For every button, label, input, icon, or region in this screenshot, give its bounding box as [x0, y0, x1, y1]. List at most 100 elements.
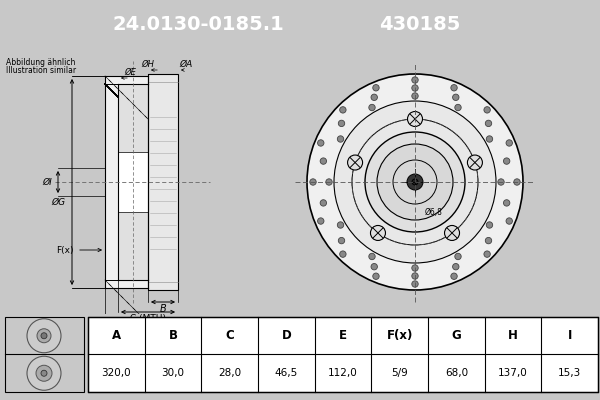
Text: 46,5: 46,5	[275, 368, 298, 378]
Circle shape	[338, 238, 345, 244]
Circle shape	[340, 251, 346, 257]
Circle shape	[412, 93, 418, 99]
Bar	[118, 84, 148, 280]
Circle shape	[484, 107, 490, 113]
Circle shape	[340, 107, 346, 113]
Circle shape	[307, 74, 523, 290]
Circle shape	[326, 179, 332, 185]
Text: F(x): F(x)	[386, 329, 413, 342]
Circle shape	[320, 200, 326, 206]
Circle shape	[484, 251, 490, 257]
Circle shape	[506, 140, 512, 146]
Text: ØH: ØH	[142, 60, 154, 68]
Circle shape	[498, 179, 504, 185]
Circle shape	[369, 104, 375, 111]
Circle shape	[371, 264, 377, 270]
Circle shape	[506, 218, 512, 224]
Text: 68,0: 68,0	[445, 368, 468, 378]
Circle shape	[320, 158, 326, 164]
Circle shape	[412, 273, 418, 279]
Circle shape	[407, 112, 422, 126]
Text: C: C	[225, 329, 234, 342]
Circle shape	[412, 281, 418, 287]
Text: A: A	[112, 329, 121, 342]
Circle shape	[485, 120, 491, 126]
Circle shape	[317, 140, 324, 146]
Text: 137,0: 137,0	[498, 368, 528, 378]
Text: ØG: ØG	[51, 198, 65, 206]
Circle shape	[27, 356, 61, 390]
Circle shape	[41, 333, 47, 339]
Circle shape	[412, 77, 418, 83]
Circle shape	[36, 365, 52, 381]
Circle shape	[41, 370, 47, 376]
Circle shape	[369, 253, 375, 260]
Circle shape	[377, 144, 453, 220]
Circle shape	[373, 273, 379, 280]
Bar	[105, 84, 118, 280]
Bar	[118, 152, 148, 212]
Circle shape	[514, 179, 520, 185]
Text: 5/9: 5/9	[391, 368, 408, 378]
Bar	[5, 317, 84, 392]
Circle shape	[467, 155, 482, 170]
Circle shape	[452, 94, 459, 100]
Circle shape	[27, 319, 61, 353]
Text: ØI: ØI	[42, 178, 52, 186]
Circle shape	[334, 101, 496, 263]
Text: B: B	[160, 304, 166, 314]
Circle shape	[412, 85, 418, 91]
Circle shape	[455, 253, 461, 260]
Text: 15,3: 15,3	[558, 368, 581, 378]
Circle shape	[486, 222, 493, 228]
Text: ATE: ATE	[331, 186, 439, 238]
Text: Ø6,8: Ø6,8	[425, 208, 443, 216]
Text: ØA: ØA	[179, 60, 193, 68]
Text: ØE: ØE	[124, 68, 136, 76]
Text: D: D	[281, 329, 291, 342]
Text: G: G	[451, 329, 461, 342]
Circle shape	[451, 273, 457, 280]
Text: C (MTH): C (MTH)	[130, 314, 166, 324]
Circle shape	[337, 136, 344, 142]
Circle shape	[445, 226, 460, 240]
Text: D: D	[108, 324, 115, 334]
Bar	[105, 76, 148, 84]
Circle shape	[317, 218, 324, 224]
Circle shape	[451, 84, 457, 91]
Circle shape	[412, 179, 418, 185]
Circle shape	[337, 222, 344, 228]
Text: Illustration similar: Illustration similar	[6, 66, 76, 75]
Text: 430185: 430185	[379, 16, 461, 34]
Circle shape	[37, 329, 51, 343]
Circle shape	[347, 155, 362, 170]
Circle shape	[407, 174, 423, 190]
Circle shape	[338, 120, 345, 126]
Circle shape	[370, 226, 385, 240]
Bar	[105, 280, 148, 288]
Text: F(x): F(x)	[56, 246, 74, 254]
Text: B: B	[169, 329, 178, 342]
Text: 320,0: 320,0	[101, 368, 131, 378]
Text: 30,0: 30,0	[161, 368, 185, 378]
Circle shape	[412, 265, 418, 271]
Text: 24.0130-0185.1: 24.0130-0185.1	[112, 16, 284, 34]
Circle shape	[452, 264, 459, 270]
Text: I: I	[568, 329, 572, 342]
Circle shape	[485, 238, 491, 244]
Circle shape	[310, 179, 316, 185]
Circle shape	[503, 158, 510, 164]
Text: E: E	[339, 329, 347, 342]
Circle shape	[373, 84, 379, 91]
Circle shape	[455, 104, 461, 111]
Bar	[88, 317, 598, 392]
Circle shape	[365, 132, 465, 232]
Circle shape	[371, 94, 377, 100]
Text: 112,0: 112,0	[328, 368, 358, 378]
Text: H: H	[508, 329, 518, 342]
Text: 28,0: 28,0	[218, 368, 241, 378]
Circle shape	[503, 200, 510, 206]
Circle shape	[486, 136, 493, 142]
Text: Abbildung ähnlich: Abbildung ähnlich	[6, 58, 76, 67]
Bar	[148, 74, 178, 290]
